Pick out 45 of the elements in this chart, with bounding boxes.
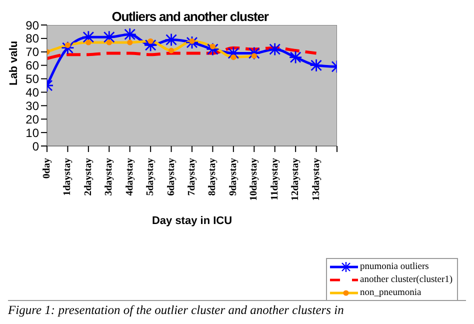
point	[144, 38, 158, 52]
x-tick-label: 13daystay	[310, 158, 322, 201]
x-tick-label: 12daystay	[290, 158, 302, 201]
x-tick-label: 3daystay	[104, 158, 115, 196]
y-tick-label: 10	[26, 126, 40, 140]
y-tick-label: 30	[26, 98, 40, 113]
point	[310, 58, 323, 72]
legend-label: non_pneumonia	[360, 288, 422, 298]
line-series	[47, 46, 318, 60]
x-tick-label: 2daystay	[82, 158, 94, 196]
point	[288, 50, 302, 64]
x-tick-label: 6daystay	[166, 158, 177, 196]
point	[82, 30, 96, 44]
point	[102, 30, 116, 44]
point	[123, 28, 137, 42]
y-tick-label: 80	[26, 32, 40, 46]
x-axis-title: Day stay in ICU	[152, 215, 232, 227]
y-tick-label: 40	[26, 85, 40, 100]
y-tick-label: 20	[26, 112, 40, 126]
point	[247, 46, 261, 60]
y-tick-label: 50	[26, 72, 40, 86]
y-axis-title: Lab valu	[8, 40, 20, 86]
legend-label: another cluster(cluster1)	[360, 274, 453, 284]
x-tick-label: 7daystay	[186, 158, 198, 196]
x-tick-label: 11daystay	[269, 158, 280, 200]
point	[185, 36, 199, 50]
x-tick-label: 10daystay	[248, 158, 260, 201]
chart-title: Outliers and another cluster	[112, 9, 268, 24]
point	[206, 42, 220, 56]
x-tick-label: 0day	[42, 158, 52, 179]
point	[268, 42, 282, 56]
legend-label: pnumonia outliers	[360, 262, 429, 272]
y-tick-label: 60	[26, 58, 40, 73]
point	[61, 41, 74, 55]
y-tick-label: 70	[26, 45, 40, 60]
point	[164, 33, 178, 46]
point	[226, 46, 240, 60]
y-tick-label: 90	[26, 18, 40, 32]
x-tick-label: 4daystay	[124, 158, 136, 196]
caption: Figure 1: presentation of the outlier cluster and another clusters in	[8, 300, 466, 318]
x-tick-label: 8daystay	[207, 158, 218, 196]
x-tick-label: 1daystay	[62, 158, 74, 196]
x-tick-label: 9daystay	[228, 158, 239, 196]
x-tick-label: 5daystay	[145, 158, 156, 196]
y-tick-label: 0	[32, 139, 40, 154]
